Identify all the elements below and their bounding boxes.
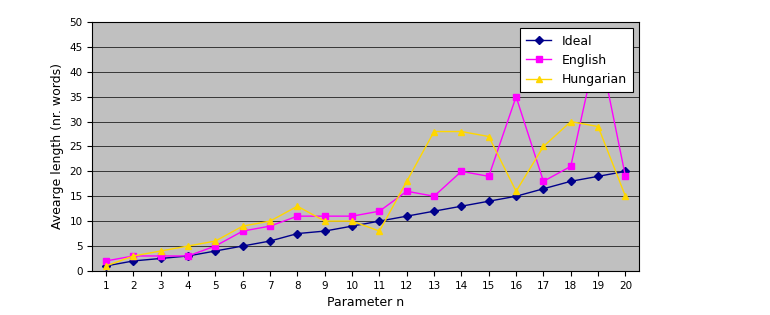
Hungarian xyxy=(129,254,138,258)
Y-axis label: Avearge length (nr. words): Avearge length (nr. words) xyxy=(51,64,64,229)
English xyxy=(484,175,494,178)
Ideal xyxy=(402,214,411,218)
Ideal xyxy=(566,180,575,183)
Line: Ideal: Ideal xyxy=(103,169,628,269)
Hungarian xyxy=(347,219,357,223)
Ideal xyxy=(430,209,439,213)
Ideal xyxy=(375,219,384,223)
English xyxy=(293,214,302,218)
English xyxy=(347,214,357,218)
Hungarian xyxy=(484,135,494,138)
Line: Hungarian: Hungarian xyxy=(103,119,628,269)
Ideal xyxy=(266,239,275,243)
Ideal xyxy=(238,244,247,248)
Ideal xyxy=(102,264,111,268)
Ideal xyxy=(183,254,192,258)
Hungarian xyxy=(102,264,111,268)
Legend: Ideal, English, Hungarian: Ideal, English, Hungarian xyxy=(521,28,633,92)
Ideal xyxy=(511,194,521,198)
Hungarian xyxy=(594,125,603,129)
Ideal xyxy=(293,232,302,236)
English xyxy=(621,175,630,178)
English xyxy=(320,214,330,218)
X-axis label: Parameter n: Parameter n xyxy=(327,296,404,309)
Hungarian xyxy=(539,145,548,148)
Ideal xyxy=(457,204,466,208)
English xyxy=(238,229,247,233)
Hungarian xyxy=(238,224,247,228)
Hungarian xyxy=(266,219,275,223)
Hungarian xyxy=(402,180,411,183)
Ideal xyxy=(156,256,166,260)
Ideal xyxy=(211,249,220,253)
Hungarian xyxy=(621,194,630,198)
English xyxy=(511,95,521,99)
Hungarian xyxy=(183,244,192,248)
English xyxy=(430,194,439,198)
Hungarian xyxy=(375,229,384,233)
English xyxy=(402,189,411,193)
English xyxy=(211,244,220,248)
English xyxy=(129,254,138,258)
English xyxy=(594,40,603,44)
Ideal xyxy=(347,224,357,228)
English xyxy=(539,180,548,183)
English xyxy=(566,164,575,168)
Ideal xyxy=(484,199,494,203)
Ideal xyxy=(129,259,138,263)
English xyxy=(457,169,466,173)
Hungarian xyxy=(430,130,439,134)
Hungarian xyxy=(566,120,575,123)
Hungarian xyxy=(320,219,330,223)
Hungarian xyxy=(511,189,521,193)
Ideal xyxy=(539,187,548,191)
English xyxy=(156,254,166,258)
English xyxy=(102,259,111,263)
Line: English: English xyxy=(103,39,628,264)
Hungarian xyxy=(156,249,166,253)
Ideal xyxy=(594,175,603,178)
English xyxy=(183,254,192,258)
English xyxy=(375,209,384,213)
Ideal xyxy=(621,169,630,173)
Hungarian xyxy=(457,130,466,134)
Hungarian xyxy=(293,204,302,208)
Hungarian xyxy=(211,239,220,243)
Ideal xyxy=(320,229,330,233)
English xyxy=(266,224,275,228)
